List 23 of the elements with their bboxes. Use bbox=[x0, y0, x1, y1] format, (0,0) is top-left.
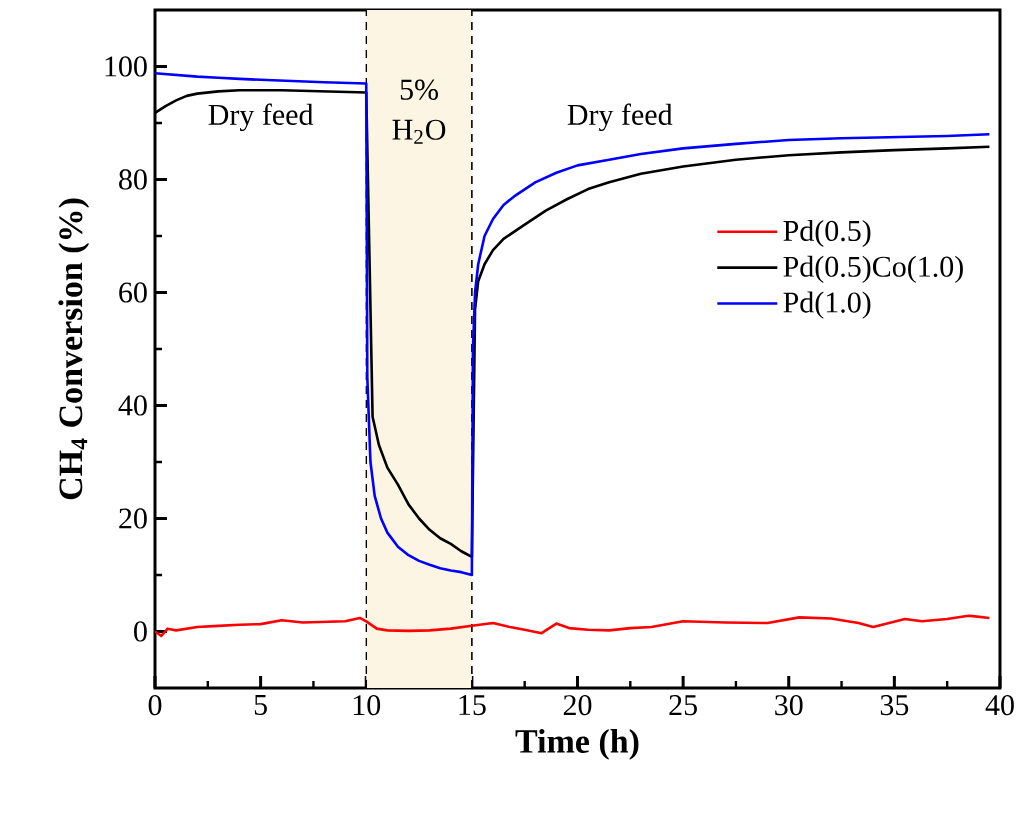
annotation: Dry feed bbox=[567, 103, 673, 132]
x-tick-label: 15 bbox=[459, 695, 486, 716]
x-tick-label: 40 bbox=[985, 695, 1014, 716]
legend-label: Pd(0.5) bbox=[783, 219, 871, 248]
annotation: 5% H$_{2}$O bbox=[392, 79, 446, 144]
y-tick-label: 60 bbox=[119, 282, 147, 303]
x-axis-title: Time (h) bbox=[515, 729, 639, 760]
x-tick-label: 5 bbox=[254, 695, 267, 715]
y-tick-label: 100 bbox=[105, 56, 147, 77]
x-tick-label: 0 bbox=[148, 695, 162, 716]
legend-label: Pd(1.0) bbox=[783, 291, 871, 319]
x-tick-label: 35 bbox=[880, 695, 909, 716]
y-tick-label: 80 bbox=[119, 169, 147, 190]
y-axis-title: CH$_{4}$ Conversion (%) bbox=[58, 198, 90, 500]
legend-label: Pd(0.5)Co(1.0) bbox=[783, 255, 963, 283]
y-tick-label: 40 bbox=[118, 395, 147, 416]
y-tick-label: 20 bbox=[119, 508, 147, 529]
x-tick-label: 20 bbox=[563, 695, 592, 716]
x-tick-label: 10 bbox=[353, 695, 381, 716]
y-tick-label: 0 bbox=[134, 621, 147, 642]
x-tick-label: 30 bbox=[775, 695, 803, 716]
annotation: Dry feed bbox=[208, 103, 314, 132]
x-tick-label: 25 bbox=[669, 695, 697, 716]
